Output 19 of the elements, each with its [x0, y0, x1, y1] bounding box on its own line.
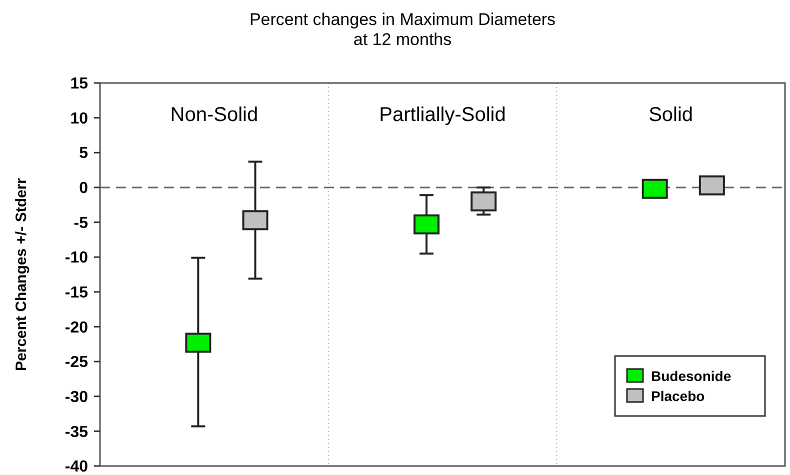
y-tick-label: 5 [79, 145, 88, 162]
y-axis-title: Percent Changes +/- Stderr [13, 178, 30, 371]
y-tick-label: -10 [64, 250, 88, 267]
y-tick-label: -20 [64, 319, 88, 336]
y-tick-label: 0 [79, 180, 88, 198]
y-tick-label: -15 [64, 284, 88, 302]
y-tick-label: -25 [64, 354, 88, 372]
legend-label: Placebo [651, 388, 705, 404]
y-tick-label: -40 [64, 458, 88, 475]
y-tick-label: -35 [64, 424, 88, 441]
legend-label: Budesonide [651, 368, 732, 384]
x-tick-label: Non-Solid [170, 104, 258, 126]
y-tick-label: -30 [64, 388, 88, 406]
x-tick-label: Solid [648, 104, 694, 126]
x-tick-label: Partlially-Solid [379, 104, 506, 126]
y-tick-label: 10 [70, 110, 88, 128]
chart-title: Percent changes in Maximum Diameters at 12 months [249, 10, 556, 49]
y-tick-label: -5 [74, 214, 88, 232]
y-tick-label: 15 [70, 76, 88, 93]
